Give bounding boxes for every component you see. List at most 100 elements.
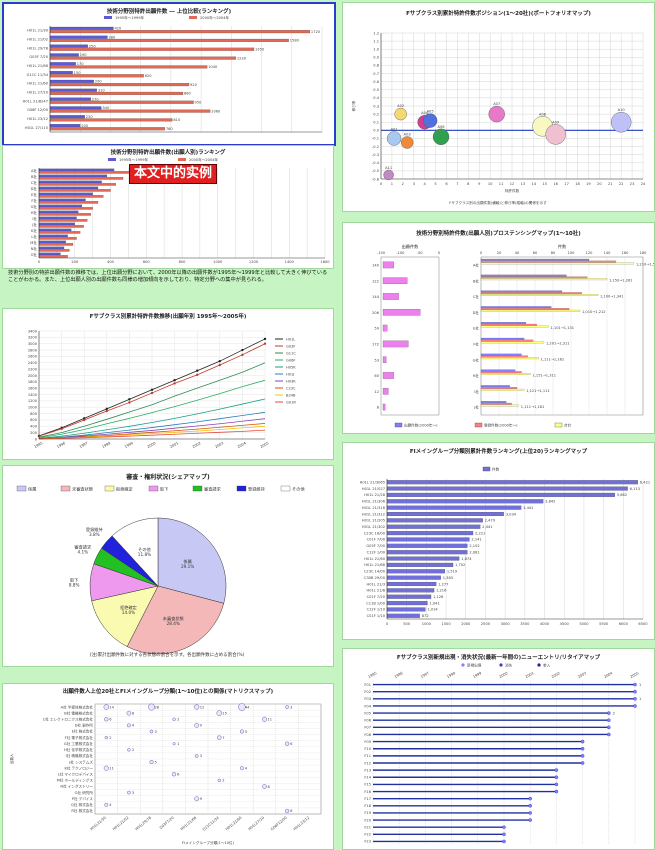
tick-label: 1995 bbox=[34, 441, 44, 449]
matrix-bubble bbox=[150, 730, 153, 733]
matrix-bubble bbox=[173, 718, 176, 721]
matrix-value: 15 bbox=[222, 711, 227, 715]
tick-label: 1998 bbox=[446, 671, 457, 679]
x-axis-title: FIメイングループ分類(1〜10位) bbox=[182, 840, 235, 845]
data-point bbox=[196, 370, 198, 372]
category-label: I社 bbox=[32, 216, 37, 221]
bar bbox=[39, 255, 68, 257]
entry-point bbox=[633, 704, 636, 707]
tick-label: 0.1 bbox=[373, 121, 379, 125]
end-value: 1 bbox=[639, 697, 641, 701]
category-label: B社 bbox=[473, 278, 479, 283]
bubble bbox=[384, 170, 394, 180]
legend-swatch bbox=[537, 663, 540, 666]
matrix-value: 9 bbox=[200, 797, 203, 801]
entry-point bbox=[529, 811, 532, 814]
tick-label: 200 bbox=[30, 431, 38, 435]
entry-point bbox=[607, 711, 610, 714]
row-label: G社 工業株式会社 bbox=[64, 741, 93, 746]
legend-swatch bbox=[499, 663, 502, 666]
row-label: C社 エレクトロニクス株式会社 bbox=[43, 717, 94, 722]
row-label: F23 bbox=[364, 840, 371, 844]
matrix-chart: A社 半導体株式会社B社 電機株式会社C社 エレクトロニクス株式会社D社 製作所… bbox=[3, 684, 333, 849]
data-point bbox=[128, 401, 130, 403]
bar bbox=[39, 207, 93, 209]
legend-swatch bbox=[193, 486, 202, 491]
column-label: G03F7/20 bbox=[159, 815, 176, 830]
category-label: H社 bbox=[473, 373, 480, 378]
data-label: 1350 bbox=[255, 47, 265, 51]
category-label: H01L 21/027 bbox=[362, 487, 385, 491]
tick-label: 400 bbox=[30, 425, 38, 429]
entry-point bbox=[581, 754, 584, 757]
data-point bbox=[173, 382, 175, 384]
data-label: 920 bbox=[190, 83, 198, 87]
legend-label: 2000年〜2004年 bbox=[200, 15, 229, 20]
tick-label: 800 bbox=[30, 412, 38, 416]
bar bbox=[481, 405, 519, 407]
legend-label: 拒絶確定 bbox=[116, 486, 133, 493]
tick-label: 2000 bbox=[28, 374, 38, 378]
row-label: F21 bbox=[364, 825, 371, 829]
tick-label: 2001 bbox=[169, 441, 179, 449]
bar bbox=[39, 213, 91, 215]
tick-label: 1800 bbox=[28, 380, 38, 384]
tick-label: 2000 bbox=[461, 622, 471, 626]
matrix-bubble bbox=[150, 760, 154, 764]
bar bbox=[387, 499, 543, 503]
bar bbox=[39, 199, 85, 201]
data-label: 1,874 bbox=[461, 557, 472, 561]
tick-label: 0 bbox=[35, 437, 38, 441]
left-bar bbox=[383, 372, 394, 378]
tick-label: 6000 bbox=[619, 622, 629, 626]
value-label: 1,100→1,341 bbox=[600, 294, 624, 298]
row-label: M社 ホールディングス bbox=[57, 778, 94, 783]
y-axis-title: 出願人 bbox=[9, 753, 14, 764]
data-label: 880 bbox=[184, 92, 192, 96]
matrix-value: 2 bbox=[132, 748, 134, 752]
row-label: F社 電子株式会社 bbox=[65, 735, 94, 740]
category-label: H01L 27/115 bbox=[25, 126, 48, 130]
left-bar bbox=[383, 357, 386, 363]
row-label: B社 電機株式会社 bbox=[64, 710, 93, 715]
tick-label: 0.7 bbox=[373, 72, 379, 76]
legend-label: G01R bbox=[286, 400, 296, 404]
data-label: 250 bbox=[89, 44, 97, 48]
tick-label: 600 bbox=[143, 260, 151, 264]
row-label: F14 bbox=[364, 776, 371, 780]
bar bbox=[387, 608, 425, 612]
chart-note: Fサブクラス別の出願件数(横軸)と伸び率(縦軸)の関係を示す bbox=[449, 200, 547, 205]
category-label: J社 bbox=[473, 405, 479, 410]
row-label: F15 bbox=[364, 783, 371, 787]
bar bbox=[39, 241, 66, 243]
category-label: C30B 29/00 bbox=[364, 576, 386, 580]
row-label: Q社 株式会社 bbox=[71, 802, 93, 807]
bar bbox=[39, 229, 71, 231]
category-label: H01L 21/60 bbox=[364, 557, 385, 561]
data-label: 810 bbox=[173, 118, 181, 122]
row-label: P社 デバイス bbox=[72, 796, 94, 801]
tick-label: 5000 bbox=[579, 622, 589, 626]
category-label: G社 bbox=[31, 204, 38, 209]
ranking-bar-chart: 件数05001000150020002500300035004000450050… bbox=[343, 443, 654, 639]
value-label: 1,010→1,212 bbox=[582, 310, 606, 314]
data-label: 290 bbox=[95, 80, 103, 84]
matrix-bubble bbox=[218, 779, 221, 782]
bubble bbox=[395, 108, 407, 120]
matrix-value: 8 bbox=[132, 711, 135, 715]
column-label: H01L21/66 bbox=[180, 815, 198, 831]
bar bbox=[387, 493, 615, 497]
tick-label: 2004 bbox=[237, 441, 248, 449]
legend-label: 2000年〜2004年 bbox=[189, 157, 218, 162]
bar bbox=[39, 223, 75, 225]
tick-label: 60 bbox=[533, 251, 538, 255]
row-label: O社 研究所 bbox=[75, 790, 94, 795]
bar bbox=[387, 538, 469, 542]
value-label: 1,111→1,181 bbox=[541, 357, 565, 361]
data-label: 2,479 bbox=[485, 519, 496, 523]
left-value-label: 172 bbox=[372, 342, 379, 346]
category-label: C12F 1/00 bbox=[367, 550, 386, 554]
legend-label: 1995年〜1999年 bbox=[119, 157, 148, 162]
category-label: M社 bbox=[30, 240, 37, 245]
legend-label: 合計 bbox=[564, 423, 572, 428]
